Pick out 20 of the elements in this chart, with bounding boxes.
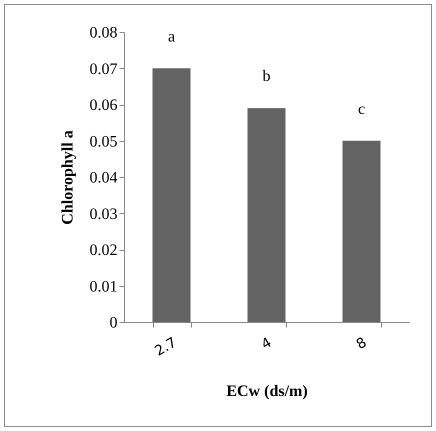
x-tick-label: 8 [354,334,370,353]
y-tick-label: 0.06 [90,97,118,114]
y-tick-label: 0.02 [90,242,118,259]
annotation: b [262,68,270,86]
x-axis-title: ECw (ds/m) [226,382,308,400]
x-tick-label: 4 [258,334,275,353]
bar [248,108,286,322]
annotation: c [358,100,366,118]
x-tick-label: 2.7 [152,334,180,360]
y-tick-label: 0.04 [90,170,118,186]
bar [152,68,190,322]
y-tick-label: 0.03 [90,206,118,223]
annotation: a [168,28,176,46]
y-axis-title: Chlorophyll a [60,130,76,225]
y-tick-label: 0 [110,314,118,332]
y-tick-label: 0.01 [90,278,118,296]
y-tick-label: 0.08 [90,24,118,42]
y-tick-label: 0.05 [90,133,118,150]
y-tick-label: 0.07 [90,60,118,78]
bar [342,140,380,322]
